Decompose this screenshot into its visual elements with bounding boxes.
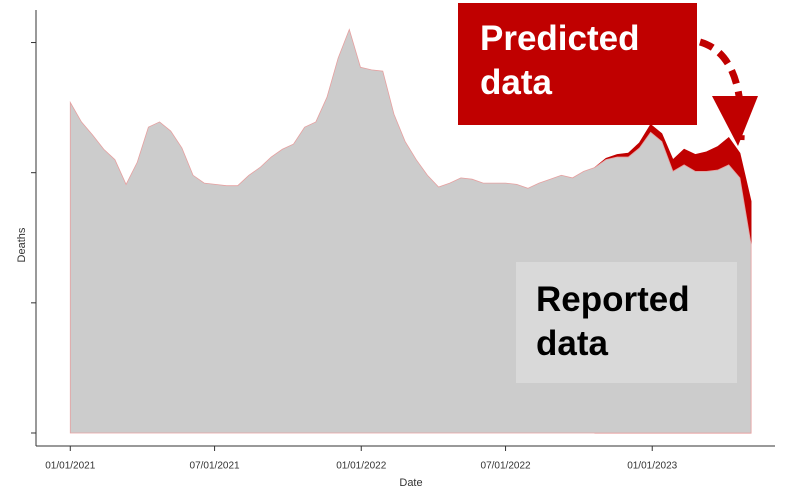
arrow-head <box>712 96 758 146</box>
x-tick-label: 01/01/2021 <box>45 461 95 472</box>
x-tick-label: 07/01/2022 <box>481 461 531 472</box>
x-tick-label: 01/01/2022 <box>336 461 386 472</box>
x-tick-label: 01/01/2023 <box>627 461 677 472</box>
predicted-annotation: Predicted data <box>458 3 697 125</box>
x-axis-label: Date <box>399 477 422 489</box>
x-tick-label: 07/01/2021 <box>190 461 240 472</box>
y-axis-label: Deaths <box>16 227 28 262</box>
reported-annotation: Reported data <box>516 262 737 383</box>
